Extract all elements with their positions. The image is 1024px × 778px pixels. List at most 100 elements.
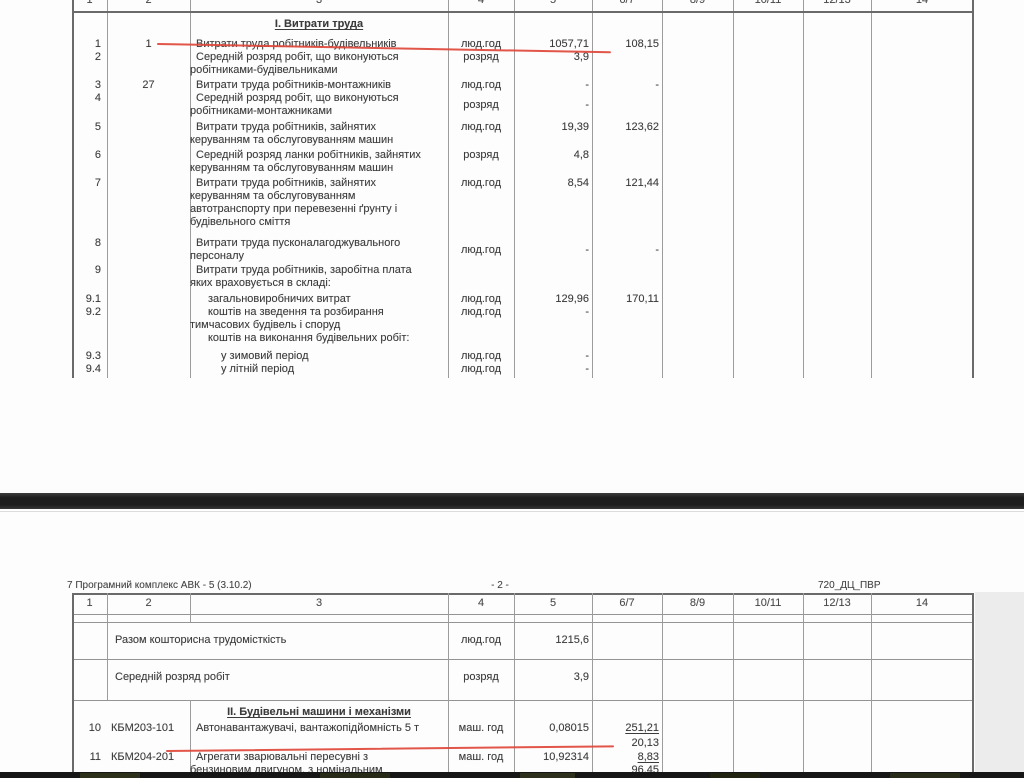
qty-cell: - [585, 306, 589, 318]
table-row: Разом кошторисна трудомісткість люд.год … [0, 634, 1024, 647]
row-number: 9.4 [85, 363, 101, 375]
col3-line: у зимовий період [221, 350, 309, 362]
row-number: 2 [94, 51, 101, 63]
resource-code: КБМ204-201 [111, 751, 175, 763]
section-title: ІІ. Будівельні машини і механізми [227, 706, 411, 718]
row-number: 9.1 [85, 293, 101, 305]
column-header: 4 [477, 597, 485, 609]
column-header: 8/9 [689, 597, 706, 609]
row-number: 6 [94, 149, 101, 161]
grid-line [448, 0, 449, 378]
row-number: 3 [94, 79, 101, 91]
grid-line [972, 593, 974, 773]
col3-line: Витрати труда робітників, зайнятих [196, 121, 376, 133]
summary-label: Разом кошторисна трудомісткість [115, 634, 287, 646]
qty-cell: 19,39 [561, 121, 589, 133]
app-version-text: 7 Програмний комплекс АВК - 5 (3.10.2) [67, 580, 252, 591]
column-header: 3 [315, 597, 323, 609]
grid-line [72, 659, 974, 660]
column-header: 1 [86, 0, 93, 6]
unit-cell: люд.год [461, 121, 501, 133]
col3-line: Середній розряд ланки робітників, зайнят… [196, 149, 421, 161]
separator-shadow-line [0, 511, 1024, 512]
column-header: 4 [477, 0, 485, 6]
table-row: 8 Витрати труда пусконалагоджувального п… [0, 237, 1024, 262]
column-header: 2 [145, 0, 152, 6]
col3-line: керуванням та обслуговуванням [190, 190, 356, 202]
value-cell: 8,83 [637, 751, 659, 763]
column-header: 6/7 [619, 0, 635, 6]
column-header: 2 [145, 597, 152, 609]
col3-line: Витрати труда робітників, заробітна плат… [196, 264, 412, 276]
unit-cell: розряд [463, 671, 499, 683]
qty-cell: 1215,6 [555, 634, 589, 646]
col3-line: керуванням та обслуговуванням машин [190, 134, 394, 146]
value-cell: 121,44 [625, 177, 659, 189]
table-row: 7 Витрати труда робітників, зайнятих кер… [0, 177, 1024, 228]
table-row: 9.2 коштів на зведення та розбирання тим… [0, 306, 1024, 331]
section-title: І. Витрати труда [274, 18, 364, 30]
table-row: 3 27 Витрати труда робітників-монтажникі… [0, 79, 1024, 92]
col3-line: у літній період [221, 363, 295, 375]
value-cell: 123,62 [625, 121, 659, 133]
col3-line: керуванням та обслуговуванням машин [190, 162, 394, 174]
table-row: коштів на виконання будівельних робіт: [0, 332, 1024, 345]
table-row: 9.1 загальновиробничих витрат люд.год 12… [0, 293, 1024, 306]
column-header: 1 [86, 597, 93, 609]
row-number: 9.2 [85, 306, 101, 318]
column-header: 12/13 [823, 597, 851, 609]
unit-cell: люд.год [461, 363, 501, 375]
unit-cell: люд.год [461, 38, 501, 50]
unit-cell: люд.год [461, 177, 501, 189]
qty-cell: 3,9 [573, 671, 589, 683]
column-header: 6/7 [619, 597, 635, 609]
unit-cell: люд.год [461, 79, 501, 91]
unit-cell: люд.год [461, 244, 501, 256]
bottom-edge-strip [0, 772, 1024, 778]
qty-cell: - [585, 350, 589, 362]
col3-line: Витрати труда пусконалагоджувального [196, 237, 401, 249]
column-header: 14 [915, 597, 929, 609]
unit-cell: маш. год [458, 722, 504, 734]
grid-line [871, 593, 872, 773]
qty-cell: - [585, 99, 589, 111]
col3-line: загальновиробничих витрат [208, 293, 351, 305]
grid-line [592, 593, 593, 773]
unit-cell: маш. год [458, 751, 504, 763]
grid-line [72, 11, 974, 13]
unit-cell: розряд [463, 51, 499, 63]
grid-line [107, 0, 108, 378]
row-number: 4 [94, 92, 101, 104]
row-code: 1 [145, 38, 152, 50]
grid-line [733, 0, 734, 378]
col3-line: робітниками-будівельниками [190, 64, 338, 76]
grid-line [190, 593, 191, 622]
value-cell: - [655, 79, 659, 91]
unit-cell: люд.год [461, 293, 501, 305]
unit-cell: розряд [463, 149, 499, 161]
col3-line: будівельного сміття [190, 216, 291, 228]
row-number: 1 [94, 38, 101, 50]
summary-label: Середній розряд робіт [115, 671, 230, 683]
table-row: Середній розряд робіт розряд 3,9 [0, 671, 1024, 684]
row-number: 10 [88, 722, 101, 734]
grid-line [72, 622, 974, 623]
unit-cell: люд.год [461, 634, 501, 646]
grid-line [72, 0, 74, 378]
qty-cell: 1057,71 [549, 38, 589, 50]
grid-line [662, 0, 663, 378]
grid-line [72, 593, 974, 595]
grid-line [662, 593, 663, 773]
row-number: 11 [89, 751, 101, 763]
column-header: 12/13 [823, 0, 851, 6]
row-number: 7 [94, 177, 101, 189]
grid-line [972, 0, 974, 378]
col3-line: персоналу [190, 250, 245, 262]
grid-line [803, 593, 804, 773]
col3-line: Витрати труда робітників-монтажників [196, 79, 391, 91]
column-header: 10/11 [754, 0, 782, 6]
grid-line [72, 700, 974, 701]
column-header: 5 [549, 0, 557, 6]
col3-line: яких враховується в складі: [190, 277, 331, 289]
